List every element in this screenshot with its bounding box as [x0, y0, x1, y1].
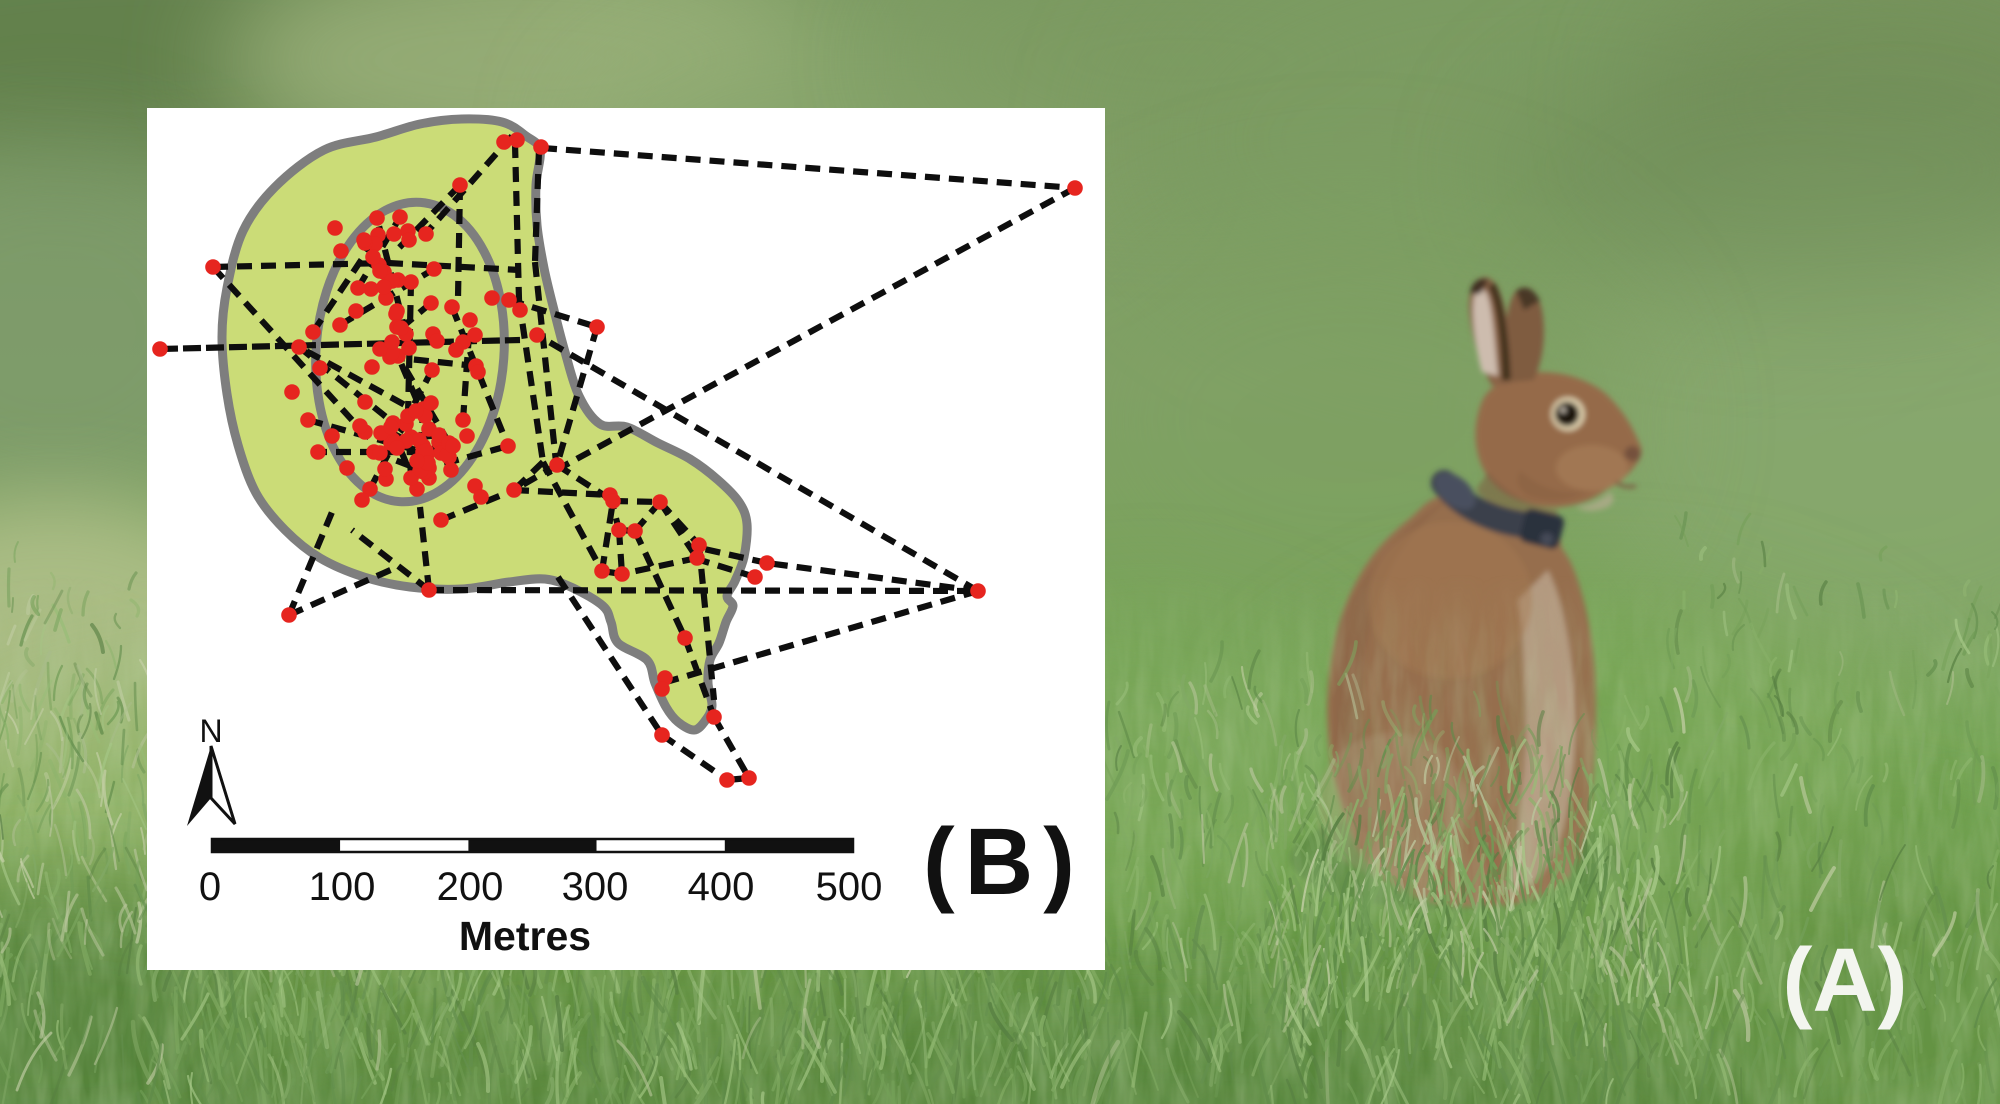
svg-text:Metres: Metres: [459, 913, 591, 959]
svg-text:400: 400: [688, 865, 755, 909]
svg-text:300: 300: [562, 865, 629, 909]
svg-text:100: 100: [309, 865, 376, 909]
svg-text:200: 200: [437, 865, 504, 909]
svg-text:N: N: [199, 713, 222, 749]
svg-text:0: 0: [199, 865, 221, 909]
svg-text:(A): (A): [1783, 931, 1908, 1031]
svg-text:(B): (B): [923, 809, 1085, 915]
svg-text:500: 500: [816, 865, 883, 909]
